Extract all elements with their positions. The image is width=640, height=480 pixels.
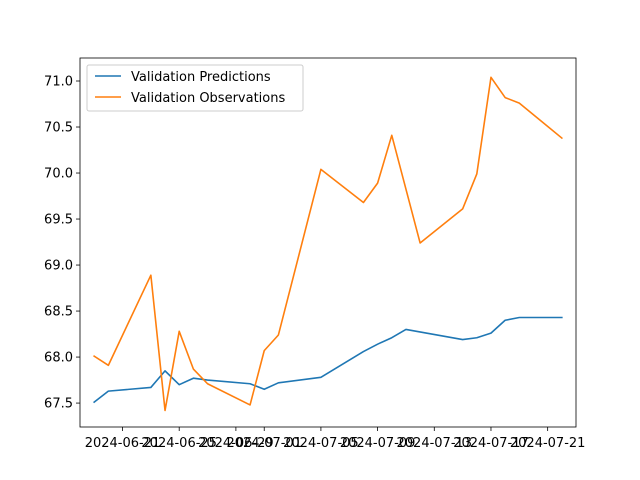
x-tick-label: 2024-06-21: [85, 436, 161, 451]
y-tick-label: 69.5: [44, 213, 73, 228]
legend: Validation Predictions Validation Observ…: [86, 64, 304, 112]
series-line-predictions: [93, 316, 563, 404]
y-tick-label: 70.0: [44, 167, 73, 182]
x-axis: 2024-06-212024-06-252024-06-292024-07-01…: [85, 427, 586, 451]
y-tick-label: 68.5: [44, 305, 73, 320]
y-tick-label: 71.0: [44, 75, 73, 90]
series-lines: [93, 76, 563, 412]
x-tick-label: 2024-06-25: [141, 436, 217, 451]
x-tick-label: 2024-07-05: [283, 436, 359, 451]
legend-box: [86, 64, 304, 112]
y-tick-label: 67.5: [44, 397, 73, 412]
y-tick-label: 68.0: [44, 351, 73, 366]
legend-label-predictions: Validation Predictions: [131, 70, 271, 85]
x-tick-label: 2024-07-17: [453, 436, 529, 451]
legend-label-observations: Validation Observations: [131, 91, 285, 106]
x-tick-label: 2024-07-13: [397, 436, 473, 451]
y-tick-label: 70.5: [44, 121, 73, 136]
x-tick-label: 2024-07-21: [510, 436, 586, 451]
series-line-observations: [93, 76, 563, 412]
plot-frame: [79, 57, 577, 428]
y-tick-label: 69.0: [44, 259, 73, 274]
x-tick-label: 2024-06-29: [198, 436, 274, 451]
x-tick-label: 2024-07-09: [340, 436, 416, 451]
y-axis: 67.5 68.0 68.5 69.0 69.5 70.0 70.5 71.0: [44, 75, 80, 412]
x-tick-label: 2024-07-01: [226, 436, 302, 451]
